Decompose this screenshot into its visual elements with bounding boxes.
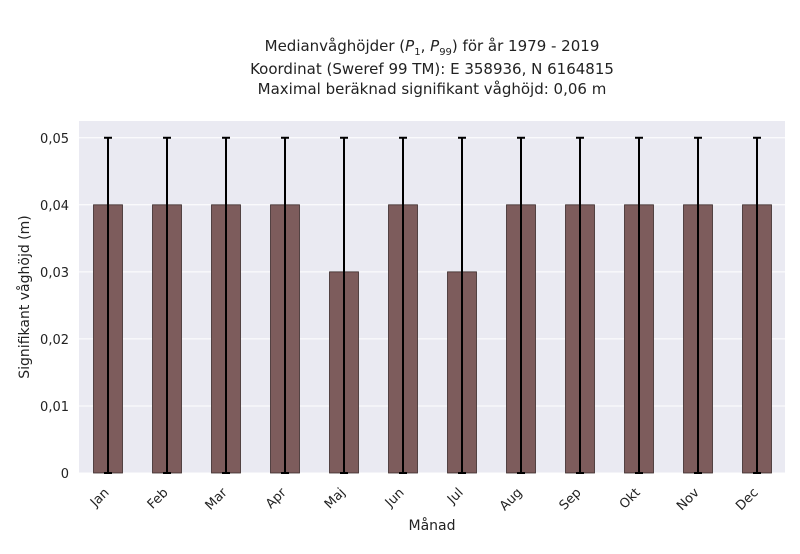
error-bar-okt <box>635 136 643 474</box>
error-bar-feb <box>163 136 171 474</box>
x-axis-label: Månad <box>409 517 456 534</box>
chart-title-line-3: Maximal beräknad signifikant våghöjd: 0,… <box>258 80 607 98</box>
error-bar-nov <box>694 136 702 474</box>
error-bar-apr <box>281 136 289 474</box>
y-tick-label: 0,05 <box>40 132 69 147</box>
x-tick-label-apr: Apr <box>263 485 290 512</box>
plot-area <box>79 121 785 473</box>
error-bar-mar <box>222 136 230 474</box>
chart-title-line-1: Medianvåghöjder (P1, P99) för år 1979 - … <box>265 37 600 58</box>
x-tick-label-nov: Nov <box>674 485 703 514</box>
x-tick-labels: Jan Feb Mar Apr Maj Jun Jul Aug Sep Okt Nov Dec <box>87 485 761 514</box>
x-tick-label-okt: Okt <box>617 485 644 512</box>
x-tick-label-jun: Jun <box>382 485 408 511</box>
y-tick-label: 0 <box>61 467 69 482</box>
error-bar-aug <box>517 136 525 474</box>
error-bar-maj <box>340 136 348 474</box>
x-tick-label-mar: Mar <box>203 485 231 513</box>
x-tick-label-jan: Jan <box>87 485 112 510</box>
error-bar-sep <box>576 136 584 474</box>
x-tick-label-maj: Maj <box>322 485 349 512</box>
error-bar-jan <box>104 136 112 474</box>
error-bar-dec <box>753 136 761 474</box>
y-axis-label: Signifikant våghöjd (m) <box>16 215 33 378</box>
x-tick-label-sep: Sep <box>557 485 585 513</box>
x-tick-label-dec: Dec <box>733 485 761 513</box>
y-tick-label: 0,03 <box>40 266 69 281</box>
x-tick-label-jul: Jul <box>444 485 466 507</box>
chart-title-line-2: Koordinat (Sweref 99 TM): E 358936, N 61… <box>250 60 614 78</box>
y-tick-labels: 0 0,01 0,02 0,03 0,04 0,05 <box>40 132 69 482</box>
error-bar-jun <box>399 136 407 474</box>
y-tick-label: 0,04 <box>40 199 69 214</box>
grid-layer <box>79 137 785 474</box>
error-bar-jul <box>458 136 466 474</box>
error-bars-layer <box>104 136 761 474</box>
x-tick-label-feb: Feb <box>145 485 172 512</box>
x-tick-label-aug: Aug <box>497 485 526 514</box>
y-tick-label: 0,02 <box>40 333 69 348</box>
y-tick-label: 0,01 <box>40 400 69 415</box>
